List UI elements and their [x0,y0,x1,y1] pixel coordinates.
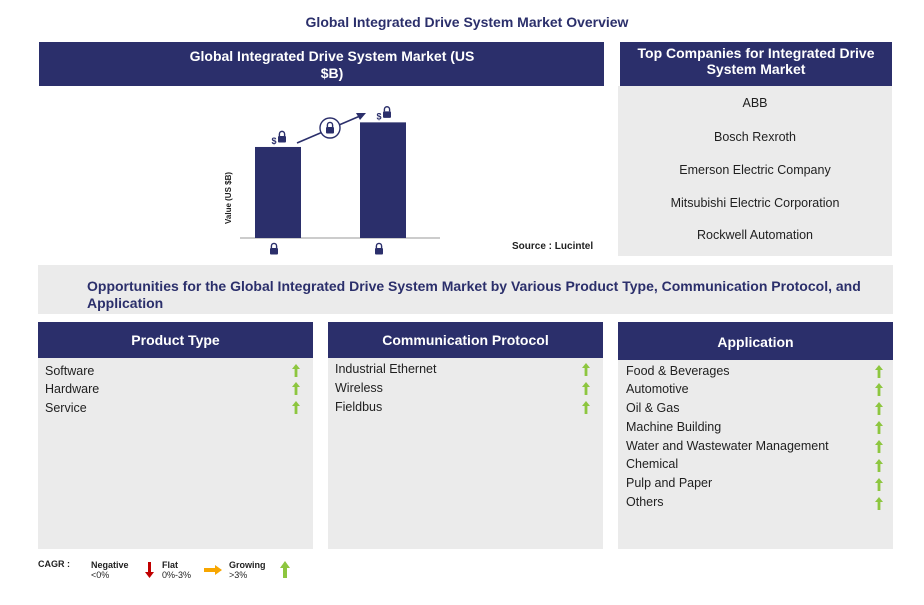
trend-arrowhead-icon [356,113,366,120]
segment-item: Others [626,495,664,509]
product-type-header: Product Type [38,322,313,358]
bar-value-label: $ [271,136,276,146]
value-lock-icon [382,106,392,119]
cagr-lock-badge-icon [319,117,341,139]
legend-negative-title: Negative [91,560,129,570]
company-item: Rockwell Automation [696,228,814,242]
up-arrow-icon [292,382,300,395]
segment-item: Pulp and Paper [626,476,713,490]
up-arrow-icon [875,478,883,491]
segment-item: Oil & Gas [626,401,680,415]
company-item: Bosch Rexroth [714,130,796,144]
bar-1 [255,146,301,238]
segment-item: Water and Wastewater Management [626,439,829,453]
up-arrow-icon [292,364,300,377]
market-chart-title: Global Integrated Drive System Market (U… [189,48,475,81]
bar-value-label: $ [376,111,381,121]
legend-growing-title: Growing [229,560,266,570]
legend-negative-range: <0% [91,570,110,580]
up-arrow-icon [875,459,883,472]
up-arrow-icon [280,561,290,578]
up-arrow-icon [875,365,883,378]
legend-negative: Negative <0% [91,560,129,580]
category-lock-icon [269,242,279,256]
legend-flat-range: 0%-3% [162,570,192,580]
segment-item: Software [45,364,95,378]
segment-item: Wireless [335,381,383,395]
up-arrow-icon [875,402,883,415]
companies-list: ABB Bosch Rexroth Emerson Electric Compa… [618,86,892,256]
opportunities-banner: Opportunities for the Global Integrated … [38,265,893,314]
company-item: Emerson Electric Company [679,163,831,177]
companies-header: Top Companies for Integrated Drive Syste… [620,42,892,86]
up-arrow-icon [875,497,883,510]
right-arrow-icon [204,565,222,575]
segment-item: Hardware [45,382,100,396]
up-arrow-icon [582,382,590,395]
up-arrow-icon [292,401,300,414]
y-axis-label: Value (US $B) [224,172,233,224]
communication-protocol-list: Industrial Ethernet Wireless Fieldbus [328,358,603,549]
value-lock-icon [277,130,287,144]
category-lock-icon [374,242,384,256]
product-type-list: Software Hardware Service [38,358,313,549]
up-arrow-icon [875,383,883,396]
company-item: ABB [742,96,768,110]
segment-item: Fieldbus [335,400,383,414]
up-arrow-icon [875,421,883,434]
legend-growing: Growing >3% [229,560,266,580]
segment-item: Machine Building [626,420,722,434]
legend-cagr-label: CAGR : [38,559,70,569]
segment-item: Industrial Ethernet [335,362,437,376]
legend-flat-title: Flat [162,560,179,570]
segment-item: Food & Beverages [626,364,730,378]
application-list: Food & Beverages Automotive Oil & Gas Ma… [618,360,893,549]
segment-item: Chemical [626,457,679,471]
market-bar-chart: Value (US $B) $$ [224,106,440,256]
up-arrow-icon [582,401,590,414]
market-chart-header: Global Integrated Drive System Market (U… [39,42,604,86]
bar-2 [360,122,406,238]
segment-item: Service [45,401,87,415]
legend-flat: Flat 0%-3% [162,560,191,580]
communication-protocol-header: Communication Protocol [328,322,603,358]
legend-growing-range: >3% [229,570,248,580]
segment-item: Automotive [626,382,689,396]
company-item: Mitsubishi Electric Corporation [670,196,840,210]
up-arrow-icon [582,363,590,376]
up-arrow-icon [875,440,883,453]
page-title: Global Integrated Drive System Market Ov… [305,14,629,30]
down-arrow-icon [145,562,154,578]
chart-source: Source : Lucintel [512,241,594,252]
bars-group: $$ [255,106,406,256]
application-header: Application [618,322,893,360]
opportunities-title: Opportunities for the Global Integrated … [87,278,861,311]
